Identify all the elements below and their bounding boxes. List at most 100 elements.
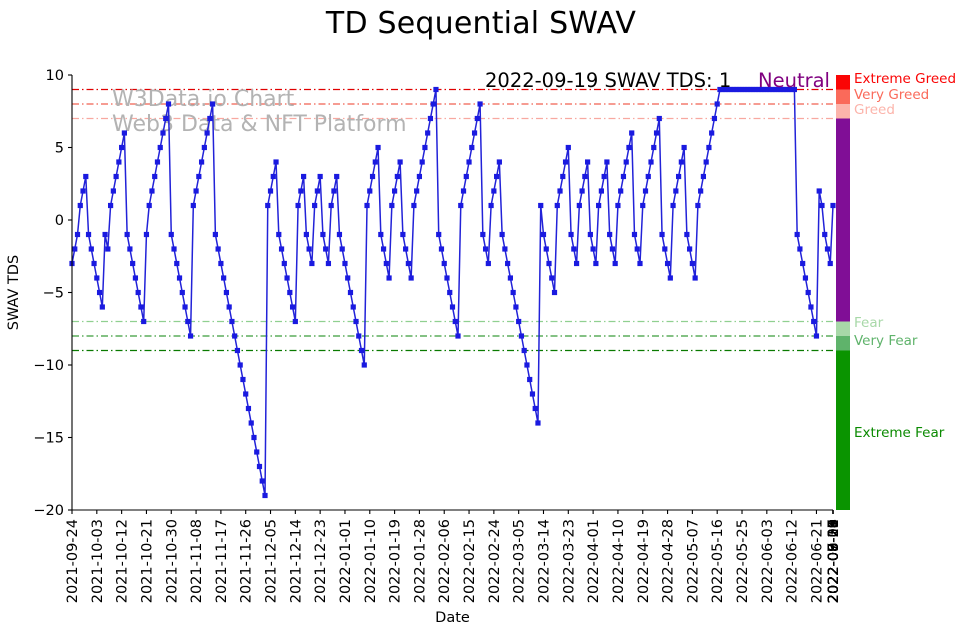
data-point	[573, 260, 580, 267]
data-point	[174, 260, 180, 267]
data-point	[226, 304, 232, 310]
data-point	[709, 130, 715, 136]
data-point	[306, 246, 312, 252]
data-point	[444, 275, 450, 281]
data-point	[560, 173, 566, 180]
data-point	[372, 159, 378, 165]
colorbar-label: Very Greed	[854, 87, 929, 103]
data-point	[301, 173, 307, 180]
data-point	[670, 202, 676, 209]
data-point	[618, 188, 624, 194]
data-point	[392, 188, 398, 194]
data-point	[232, 333, 238, 339]
x-tick-label: 2022-03-05	[512, 519, 528, 603]
data-point	[477, 101, 483, 107]
data-series	[69, 86, 836, 499]
data-point	[797, 246, 803, 252]
data-point	[198, 159, 205, 165]
data-point	[717, 86, 723, 93]
data-point	[314, 188, 320, 194]
page-title: TD Sequential SWAV	[325, 6, 637, 41]
data-point	[221, 275, 227, 281]
data-point	[452, 318, 458, 325]
data-point	[323, 246, 329, 252]
x-tick-label: 2022-08-23	[826, 519, 842, 603]
data-point	[742, 86, 748, 93]
data-point	[546, 260, 552, 267]
x-tick-label: 2022-04-01	[586, 519, 602, 603]
x-tick-label: 2022-01-01	[338, 519, 354, 603]
axis-names: Date SWAV TDS	[6, 255, 470, 626]
series-polyline	[71, 88, 834, 496]
data-point	[427, 115, 434, 122]
y-tick-label: −5	[43, 286, 64, 302]
data-point	[789, 86, 795, 93]
data-point	[367, 188, 373, 194]
data-point	[176, 275, 183, 281]
data-point	[609, 246, 616, 252]
data-point	[146, 202, 152, 209]
data-point	[631, 231, 638, 238]
data-point	[223, 289, 230, 296]
x-tick-label: 2021-12-23	[313, 519, 329, 603]
data-point	[157, 144, 163, 151]
data-point	[339, 246, 345, 252]
data-point	[750, 86, 756, 93]
data-point	[179, 289, 185, 296]
data-point	[711, 115, 718, 122]
data-point	[218, 260, 224, 267]
data-point	[127, 246, 133, 252]
x-tick-label: 2022-02-06	[437, 519, 453, 603]
data-point	[513, 304, 519, 310]
data-point	[673, 188, 679, 194]
data-point	[438, 246, 445, 252]
data-point	[276, 231, 282, 238]
data-point	[496, 159, 502, 165]
data-point	[240, 376, 246, 383]
x-tick-label: 2021-12-05	[264, 519, 280, 603]
data-point	[138, 304, 144, 310]
colorbar-band-5	[836, 336, 850, 351]
data-point	[403, 246, 409, 252]
data-point	[571, 246, 577, 252]
data-point	[634, 246, 640, 252]
x-tick-label: 2022-04-28	[661, 519, 677, 603]
data-point	[538, 202, 544, 209]
data-point	[593, 260, 599, 267]
x-tick-label: 2022-08-14	[826, 519, 842, 603]
data-point	[243, 391, 249, 397]
data-point	[469, 144, 475, 151]
data-point	[416, 173, 423, 180]
data-point	[284, 275, 290, 281]
data-point	[695, 202, 701, 209]
data-point	[119, 144, 125, 151]
data-point	[805, 289, 811, 296]
data-point	[364, 202, 370, 209]
data-point	[353, 318, 359, 325]
data-point	[292, 318, 298, 325]
data-point	[579, 188, 585, 194]
data-point	[551, 289, 558, 296]
data-point	[505, 260, 511, 267]
data-point	[582, 173, 588, 180]
threshold-lines	[72, 88, 833, 352]
x-tick-label: 2022-03-14	[537, 519, 553, 603]
y-axis-title: SWAV TDS	[6, 255, 22, 331]
data-point	[502, 246, 508, 252]
x-tick-label: 2022-06-30	[826, 519, 842, 603]
data-point	[460, 188, 467, 194]
y-tick-label: 0	[55, 213, 64, 229]
data-point	[637, 260, 643, 267]
data-point	[549, 275, 555, 281]
data-point	[116, 159, 122, 165]
data-point	[190, 202, 196, 209]
data-point	[772, 86, 778, 93]
x-tick-label: 2022-06-12	[785, 519, 801, 603]
data-point	[587, 231, 593, 238]
data-point	[287, 289, 293, 296]
data-point	[168, 231, 174, 238]
data-point	[187, 333, 194, 339]
data-point	[827, 260, 833, 267]
